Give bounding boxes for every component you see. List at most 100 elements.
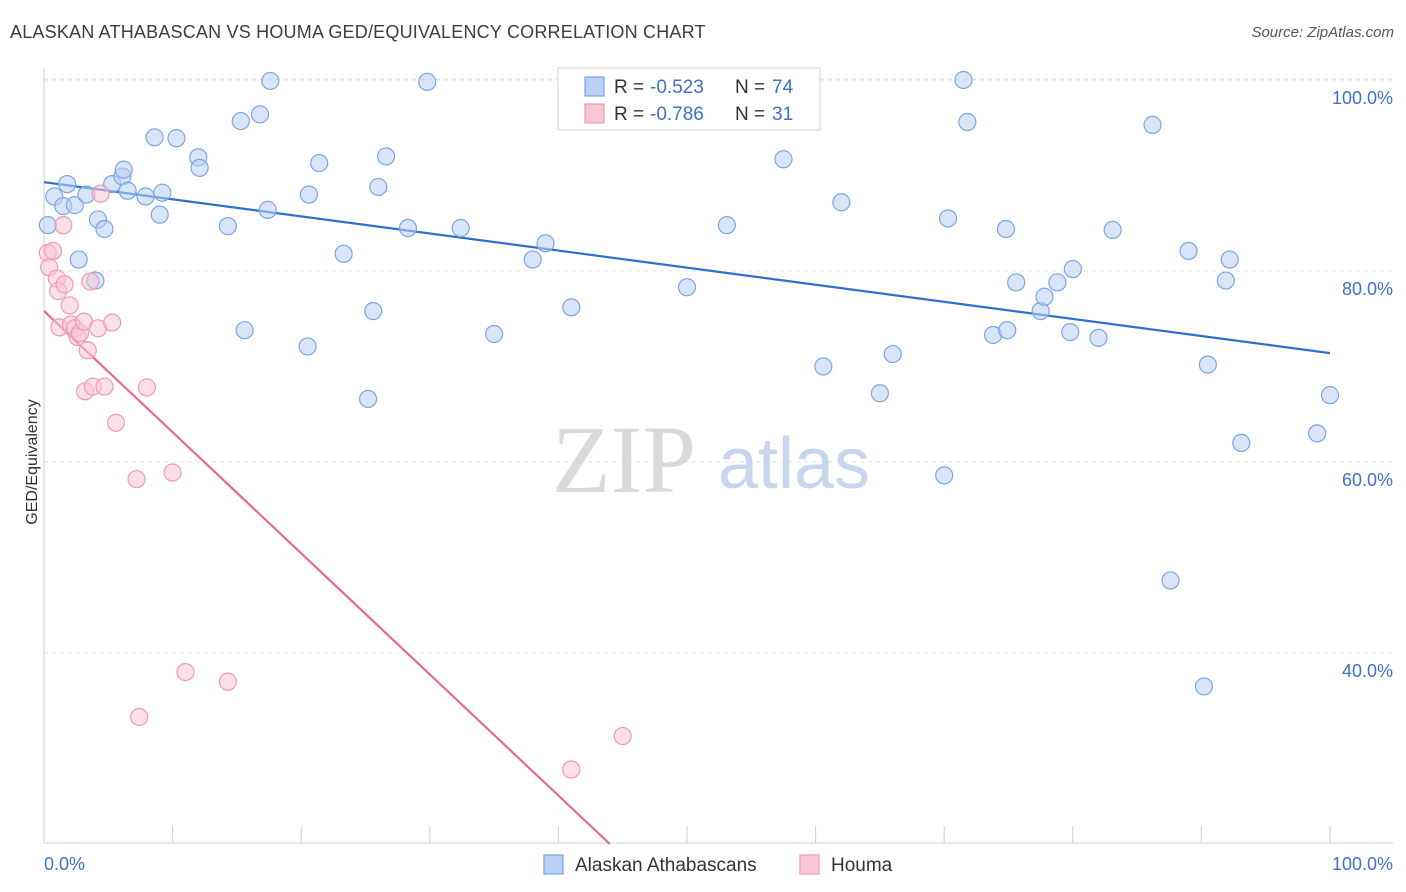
series-athabascan — [38, 70, 1340, 696]
data-point — [130, 707, 149, 727]
data-point — [218, 217, 237, 236]
data-point — [127, 470, 146, 489]
data-point — [258, 200, 277, 219]
data-point — [153, 183, 172, 202]
trend-line-athabascan — [43, 181, 1331, 355]
data-point — [996, 219, 1016, 239]
legend-n-value-2: 31 — [772, 104, 793, 125]
legend-r-label-1: R = — [614, 77, 644, 98]
legend-box: R = -0.523 N = 74 R = -0.786 N = 31 — [557, 67, 821, 131]
data-point — [1320, 386, 1340, 405]
legend-swatch-athabascan — [584, 76, 605, 97]
data-point — [65, 196, 84, 215]
y-tick-labels: 40.0% 60.0% 80.0% 100.0% — [1332, 88, 1393, 681]
data-point — [1063, 259, 1082, 279]
data-point — [231, 111, 250, 131]
source-label: Source: ZipAtlas.com — [1251, 24, 1394, 41]
data-point — [1143, 115, 1162, 134]
data-point — [299, 185, 319, 204]
data-point — [150, 205, 169, 224]
data-point — [58, 174, 77, 194]
data-point — [1194, 677, 1214, 696]
y-tick-label: 60.0% — [1342, 470, 1393, 490]
data-point — [677, 278, 697, 297]
data-point — [1198, 355, 1217, 374]
data-point — [562, 298, 581, 317]
data-point — [1048, 273, 1067, 292]
data-point — [398, 218, 418, 238]
data-point — [774, 150, 793, 169]
data-point — [832, 193, 851, 212]
data-point — [81, 272, 100, 291]
data-point — [163, 463, 182, 482]
data-point — [485, 324, 504, 344]
data-point — [870, 384, 890, 403]
data-point — [261, 71, 280, 91]
data-point — [938, 209, 958, 228]
data-point — [334, 244, 353, 263]
watermark-atlas: atlas — [718, 424, 870, 504]
bottom-legend-label-houma: Houma — [831, 855, 893, 876]
data-point — [137, 378, 156, 397]
data-point — [218, 672, 237, 691]
data-point — [1308, 424, 1327, 443]
legend-n-label-1: N = — [735, 77, 765, 98]
data-point — [118, 181, 137, 200]
watermark: ZIP atlas — [552, 406, 870, 513]
data-point — [1007, 273, 1026, 292]
y-axis-label: GED/Equivalency — [24, 399, 41, 524]
data-point — [54, 216, 73, 235]
data-point — [60, 296, 79, 315]
series-houma — [38, 184, 632, 779]
data-point — [1035, 287, 1054, 306]
y-tick-label: 80.0% — [1342, 279, 1393, 299]
data-point — [1103, 220, 1122, 240]
legend-n-label-2: N = — [735, 104, 765, 125]
data-point — [369, 177, 388, 197]
data-point — [1061, 323, 1080, 342]
data-point — [1089, 328, 1108, 347]
data-point — [250, 105, 270, 124]
data-point — [1216, 271, 1235, 290]
data-point — [114, 160, 133, 179]
data-point — [145, 128, 164, 147]
data-point — [954, 70, 973, 90]
data-point — [998, 321, 1017, 340]
data-point — [95, 377, 114, 396]
data-point — [55, 275, 74, 294]
y-tick-label: 100.0% — [1332, 88, 1393, 108]
data-point — [91, 184, 110, 203]
data-point — [43, 241, 63, 261]
data-point — [883, 344, 902, 364]
bottom-legend-swatch-athabascan — [543, 854, 564, 875]
bottom-legend-swatch-houma — [799, 854, 820, 875]
data-point — [167, 129, 186, 148]
data-point — [103, 313, 122, 332]
data-point — [418, 72, 437, 92]
x-tick-labels: 0.0% 100.0% — [44, 854, 1393, 874]
data-point — [958, 112, 977, 132]
data-point — [310, 153, 329, 173]
data-points — [38, 70, 1340, 779]
watermark-zip: ZIP — [552, 406, 696, 513]
data-point — [1220, 250, 1239, 269]
data-point — [190, 158, 209, 177]
data-point — [358, 389, 378, 409]
data-point — [69, 250, 88, 269]
data-point — [78, 341, 97, 360]
legend-r-label-2: R = — [614, 104, 644, 125]
data-point — [376, 147, 396, 166]
legend-r-value-1: -0.523 — [650, 77, 704, 98]
data-point — [298, 337, 317, 356]
data-point — [523, 250, 542, 269]
trend-lines — [43, 181, 1331, 845]
data-point — [235, 321, 254, 340]
x-tick-label-start: 0.0% — [44, 854, 85, 874]
legend-r-value-2: -0.786 — [650, 104, 704, 125]
data-point — [814, 357, 833, 376]
data-point — [451, 218, 470, 238]
data-point — [176, 662, 195, 682]
data-point — [136, 187, 155, 206]
y-tick-label: 40.0% — [1342, 661, 1393, 681]
